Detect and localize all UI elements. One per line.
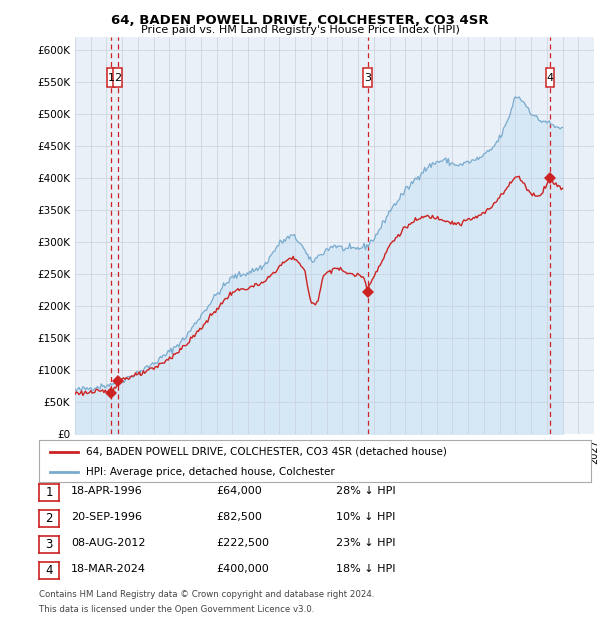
Text: 64, BADEN POWELL DRIVE, COLCHESTER, CO3 4SR (detached house): 64, BADEN POWELL DRIVE, COLCHESTER, CO3 … <box>86 446 447 456</box>
Text: 28% ↓ HPI: 28% ↓ HPI <box>336 486 395 496</box>
Text: £64,000: £64,000 <box>216 486 262 496</box>
Text: 08-AUG-2012: 08-AUG-2012 <box>71 538 145 548</box>
Text: Contains HM Land Registry data © Crown copyright and database right 2024.: Contains HM Land Registry data © Crown c… <box>39 590 374 599</box>
Text: £400,000: £400,000 <box>216 564 269 574</box>
FancyBboxPatch shape <box>363 68 372 87</box>
FancyBboxPatch shape <box>113 68 122 87</box>
Text: 18% ↓ HPI: 18% ↓ HPI <box>336 564 395 574</box>
Text: HPI: Average price, detached house, Colchester: HPI: Average price, detached house, Colc… <box>86 467 335 477</box>
Text: This data is licensed under the Open Government Licence v3.0.: This data is licensed under the Open Gov… <box>39 604 314 614</box>
Text: £82,500: £82,500 <box>216 512 262 522</box>
Text: 23% ↓ HPI: 23% ↓ HPI <box>336 538 395 548</box>
Text: 64, BADEN POWELL DRIVE, COLCHESTER, CO3 4SR: 64, BADEN POWELL DRIVE, COLCHESTER, CO3 … <box>111 14 489 27</box>
Text: 3: 3 <box>364 73 371 82</box>
Text: 4: 4 <box>46 564 53 577</box>
Text: 10% ↓ HPI: 10% ↓ HPI <box>336 512 395 522</box>
Text: 3: 3 <box>46 538 53 551</box>
Text: 2: 2 <box>114 73 121 82</box>
Text: Price paid vs. HM Land Registry's House Price Index (HPI): Price paid vs. HM Land Registry's House … <box>140 25 460 35</box>
Text: 20-SEP-1996: 20-SEP-1996 <box>71 512 142 522</box>
Text: 2: 2 <box>46 512 53 525</box>
FancyBboxPatch shape <box>107 68 115 87</box>
Text: 4: 4 <box>547 73 554 82</box>
Text: 18-MAR-2024: 18-MAR-2024 <box>71 564 146 574</box>
Text: £222,500: £222,500 <box>216 538 269 548</box>
FancyBboxPatch shape <box>546 68 554 87</box>
Text: 1: 1 <box>46 486 53 498</box>
Text: 18-APR-1996: 18-APR-1996 <box>71 486 143 496</box>
Text: 1: 1 <box>107 73 115 82</box>
